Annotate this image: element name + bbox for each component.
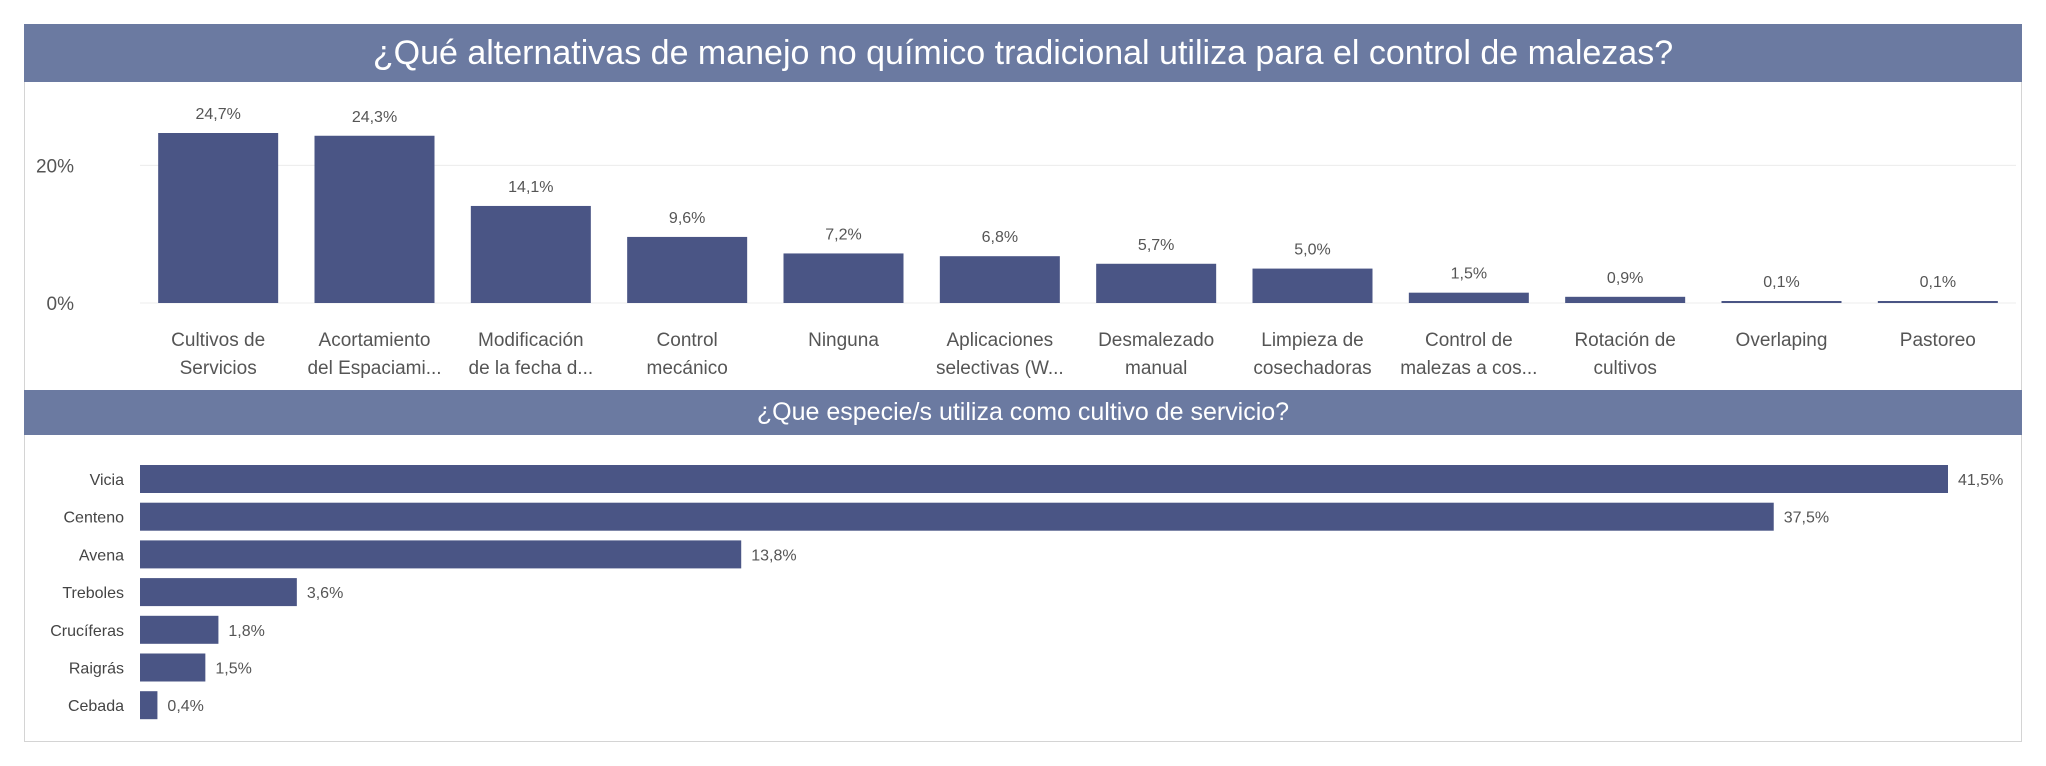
chart-title-alternatives: ¿Qué alternativas de manejo no químico t… [24,24,2022,82]
chart-title-species: ¿Que especie/s utiliza como cultivo de s… [24,390,2022,435]
report-frame [24,24,2022,742]
